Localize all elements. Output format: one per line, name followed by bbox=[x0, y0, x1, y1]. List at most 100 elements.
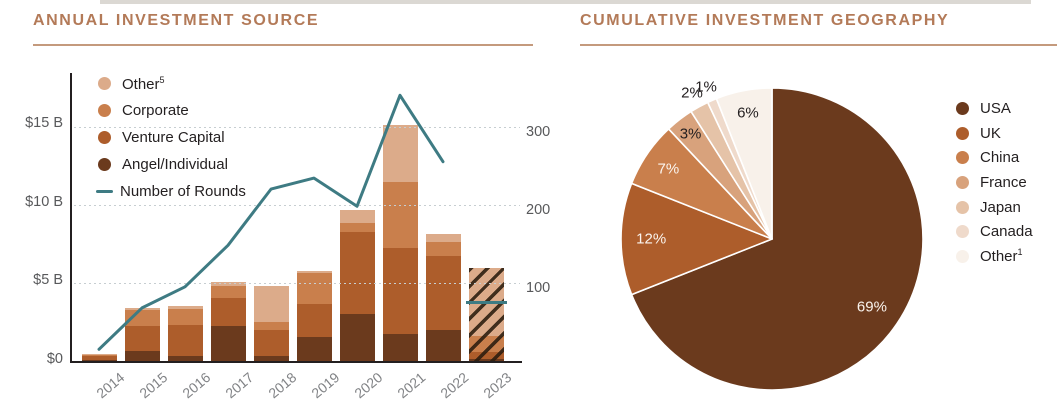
legend-dot-france bbox=[956, 175, 969, 189]
pie-label-usa: 69% bbox=[856, 298, 887, 316]
legend-item-usa: USA bbox=[956, 96, 1033, 121]
pie-svg bbox=[620, 87, 924, 391]
legend-dot-venture-capital bbox=[98, 131, 111, 144]
pie-label-uk: 12% bbox=[636, 230, 667, 248]
legend-label-sup: 5 bbox=[159, 74, 165, 85]
bar-segment-other bbox=[382, 125, 418, 182]
legend-dot-uk bbox=[956, 126, 969, 140]
legend-item-angel-individual: Angel/Individual bbox=[98, 151, 246, 178]
bar-segment-angel-individual bbox=[296, 337, 332, 361]
legend-dot-japan bbox=[956, 200, 969, 214]
legend-dot-other bbox=[956, 249, 969, 263]
legend-dot-usa bbox=[956, 101, 969, 115]
left-chart-title: ANNUAL INVESTMENT SOURCE bbox=[33, 12, 320, 29]
legend-label-japan: Japan bbox=[980, 198, 1021, 216]
bar-segment-other bbox=[81, 353, 117, 355]
bar-chart-legend: Other5 Corporate Venture Capital Angel/Indi… bbox=[96, 70, 246, 205]
bar-segment-other bbox=[425, 233, 461, 242]
legend-item-france: France bbox=[956, 170, 1033, 195]
y-axis-left-label-0: $0 bbox=[46, 351, 63, 367]
pie-label-other: 6% bbox=[737, 104, 759, 122]
legend-label-other: Other5 bbox=[122, 74, 165, 93]
gridline-200 bbox=[74, 204, 520, 207]
rounds-marker-2023 bbox=[465, 300, 507, 305]
pie-slice-uk bbox=[620, 182, 773, 296]
bar-segment-venture-capital bbox=[296, 304, 332, 338]
number-of-rounds-line bbox=[97, 93, 445, 351]
bar-segment-angel-individual bbox=[81, 360, 117, 361]
y-axis-left-label-5-b: $5 B bbox=[33, 272, 63, 289]
legend-label-france: France bbox=[980, 173, 1027, 191]
legend-item-corporate: Corporate bbox=[98, 97, 246, 124]
gridline-100 bbox=[74, 282, 520, 285]
legend-label-venture-capital: Venture Capital bbox=[122, 129, 225, 146]
legend-dot-canada bbox=[956, 225, 969, 239]
bar-2018 bbox=[253, 75, 289, 361]
pie-slice-usa bbox=[630, 87, 924, 391]
bar-segment-corporate bbox=[382, 181, 418, 248]
bar-segment-venture-capital bbox=[339, 232, 375, 314]
y-axis-line bbox=[70, 73, 72, 363]
cropped-content-edge bbox=[100, 0, 1031, 4]
legend-label-number-of-rounds: Number of Rounds bbox=[120, 183, 246, 200]
bar-segment-corporate bbox=[167, 309, 203, 325]
pie-label-france: 3% bbox=[679, 125, 702, 143]
legend-label-usa: USA bbox=[980, 99, 1011, 117]
legend-item-other: Other1 bbox=[956, 244, 1033, 269]
legend-label-canada: Canada bbox=[980, 223, 1033, 241]
bar-2016 bbox=[167, 75, 203, 361]
left-title-underline bbox=[33, 44, 533, 46]
bar-segment-angel-individual bbox=[382, 334, 418, 361]
right-chart-title: CUMULATIVE INVESTMENT GEOGRAPHY bbox=[580, 12, 950, 29]
bar-segment-other bbox=[253, 285, 289, 322]
y-axis-right-label-300: 300 bbox=[526, 123, 551, 140]
bar-segment-corporate bbox=[425, 241, 461, 256]
bar-segment-venture-capital bbox=[253, 329, 289, 357]
bar-segment-venture-capital bbox=[167, 324, 203, 357]
legend-label-other: Other1 bbox=[980, 247, 1023, 266]
bar-2021 bbox=[382, 75, 418, 361]
pie-label-canada: 1% bbox=[695, 78, 717, 96]
legend-item-uk: UK bbox=[956, 121, 1033, 146]
bar-segment-venture-capital bbox=[382, 247, 418, 335]
legend-label-uk: UK bbox=[980, 124, 1001, 142]
legend-label-corporate: Corporate bbox=[122, 102, 189, 119]
right-title-underline bbox=[580, 44, 1057, 46]
bar-segment-angel-individual bbox=[124, 350, 160, 361]
legend-dot-china bbox=[956, 151, 969, 165]
y-axis-left-label-15-b: $15 B bbox=[25, 115, 63, 132]
gridline-300 bbox=[74, 126, 520, 129]
legend-item-other: Other5 bbox=[98, 70, 246, 97]
bar-segment-angel-individual bbox=[425, 329, 461, 361]
legend-label-china: China bbox=[980, 149, 1020, 167]
pie-slice-other bbox=[715, 87, 773, 240]
bar-segment-venture-capital bbox=[124, 326, 160, 351]
bar-segment-angel-individual bbox=[253, 356, 289, 361]
legend-label-sup: 1 bbox=[1017, 247, 1023, 258]
bar-2015 bbox=[124, 75, 160, 361]
bar-segment-corporate bbox=[124, 309, 160, 327]
bar-segment-angel-individual bbox=[167, 356, 203, 361]
legend-item-canada: Canada bbox=[956, 219, 1033, 244]
bar-2020 bbox=[339, 75, 375, 361]
legend-line-swatch bbox=[96, 189, 113, 194]
bar-segment-venture-capital bbox=[81, 356, 117, 361]
legend-item-number-of-rounds: Number of Rounds bbox=[96, 178, 246, 205]
legend-item-venture-capital: Venture Capital bbox=[98, 124, 246, 151]
bar-segment-other bbox=[339, 210, 375, 223]
x-axis-line bbox=[70, 361, 522, 363]
bar-segment-other bbox=[167, 306, 203, 310]
legend-dot-corporate bbox=[98, 104, 111, 117]
y-axis-left-label-10-b: $10 B bbox=[25, 193, 63, 210]
bar-segment-corporate bbox=[81, 354, 117, 357]
bar-segment-corporate bbox=[253, 321, 289, 330]
bar-2022 bbox=[425, 75, 461, 361]
bar-segment-other bbox=[296, 271, 332, 273]
bar-segment-venture-capital bbox=[210, 298, 246, 327]
legend-dot-angel-individual bbox=[98, 158, 111, 171]
rounds-line-svg bbox=[97, 93, 445, 351]
y-axis-right-label-100: 100 bbox=[526, 279, 551, 296]
